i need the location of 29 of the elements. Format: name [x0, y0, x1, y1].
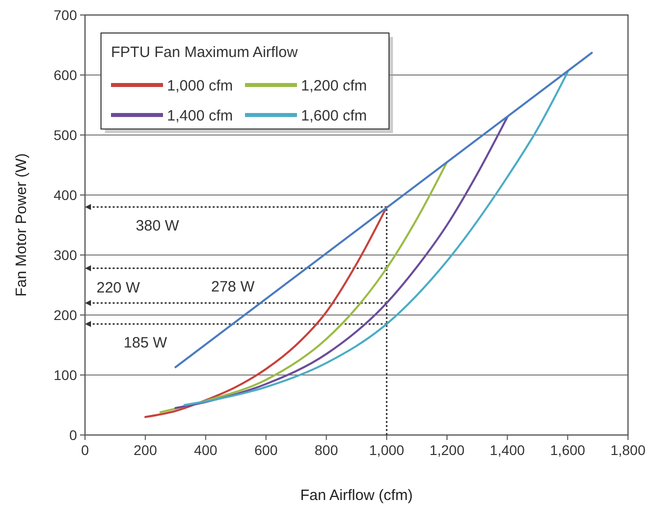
- y-tick-label: 300: [54, 246, 78, 263]
- legend-label: 1,200 cfm: [301, 77, 367, 94]
- legend-label: 1,000 cfm: [167, 77, 233, 94]
- x-tick-label: 1,600: [550, 442, 586, 458]
- y-axis-title: Fan Motor Power (W): [13, 153, 30, 297]
- x-tick-label: 0: [81, 442, 90, 458]
- y-tick-label: 600: [54, 66, 78, 83]
- y-tick-label: 700: [54, 6, 78, 23]
- x-tick-label: 800: [314, 442, 338, 458]
- y-tick-label: 400: [54, 186, 78, 203]
- y-tick-label: 0: [69, 426, 78, 443]
- x-tick-label: 1,400: [490, 442, 526, 458]
- x-tick-label: 1,800: [610, 442, 646, 458]
- legend-label: 1,600 cfm: [301, 107, 367, 124]
- ref-line-label: 220 W: [96, 279, 141, 296]
- x-tick-label: 400: [194, 442, 218, 458]
- ref-line-label: 185 W: [124, 334, 168, 352]
- x-axis-title: Fan Airflow (cfm): [300, 487, 413, 504]
- ref-line-label: 278 W: [211, 278, 256, 296]
- y-tick-label: 500: [54, 126, 78, 143]
- y-tick-label: 200: [54, 306, 78, 323]
- y-tick-label: 100: [54, 366, 78, 383]
- legend-title: FPTU Fan Maximum Airflow: [111, 44, 298, 61]
- legend-label: 1,400 cfm: [167, 107, 233, 124]
- x-tick-label: 1,000: [369, 442, 404, 458]
- ref-line-label: 380 W: [136, 217, 180, 234]
- x-tick-label: 600: [254, 442, 278, 458]
- x-tick-label: 1,200: [429, 442, 465, 458]
- x-tick-label: 200: [134, 442, 158, 458]
